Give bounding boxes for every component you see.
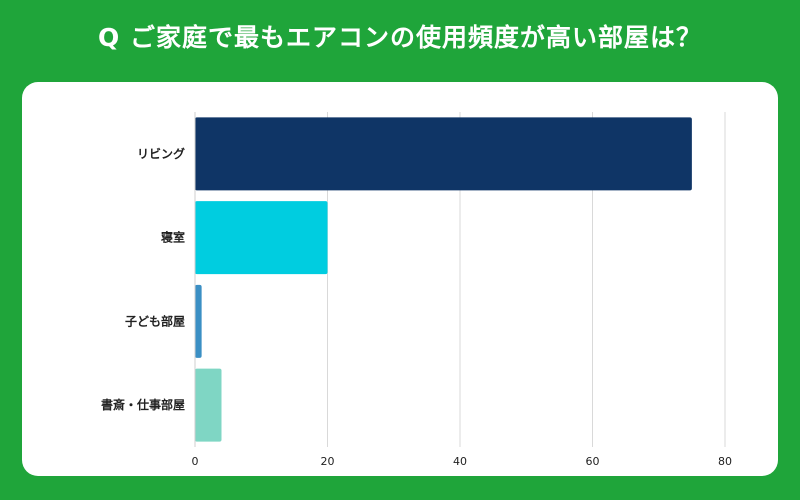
x-tick-label-20: 20 bbox=[321, 455, 335, 468]
bar-2 bbox=[195, 201, 328, 275]
category-label-1: リビング bbox=[137, 146, 185, 161]
category-label-3: 子ども部屋 bbox=[125, 313, 185, 328]
x-tick-label-40: 40 bbox=[453, 455, 467, 468]
x-tick-label-0: 0 bbox=[192, 455, 199, 468]
category-label-4: 書斎・仕事部屋 bbox=[101, 397, 185, 412]
bar-4 bbox=[195, 368, 222, 442]
bar-1 bbox=[195, 117, 692, 191]
bar-3 bbox=[195, 284, 202, 358]
x-tick-label-80: 80 bbox=[718, 455, 732, 468]
chart-title: Q ご家庭で最もエアコンの使用頻度が高い部屋は？ bbox=[98, 23, 702, 52]
category-label-2: 寝室 bbox=[161, 230, 185, 245]
x-tick-label-60: 60 bbox=[586, 455, 600, 468]
